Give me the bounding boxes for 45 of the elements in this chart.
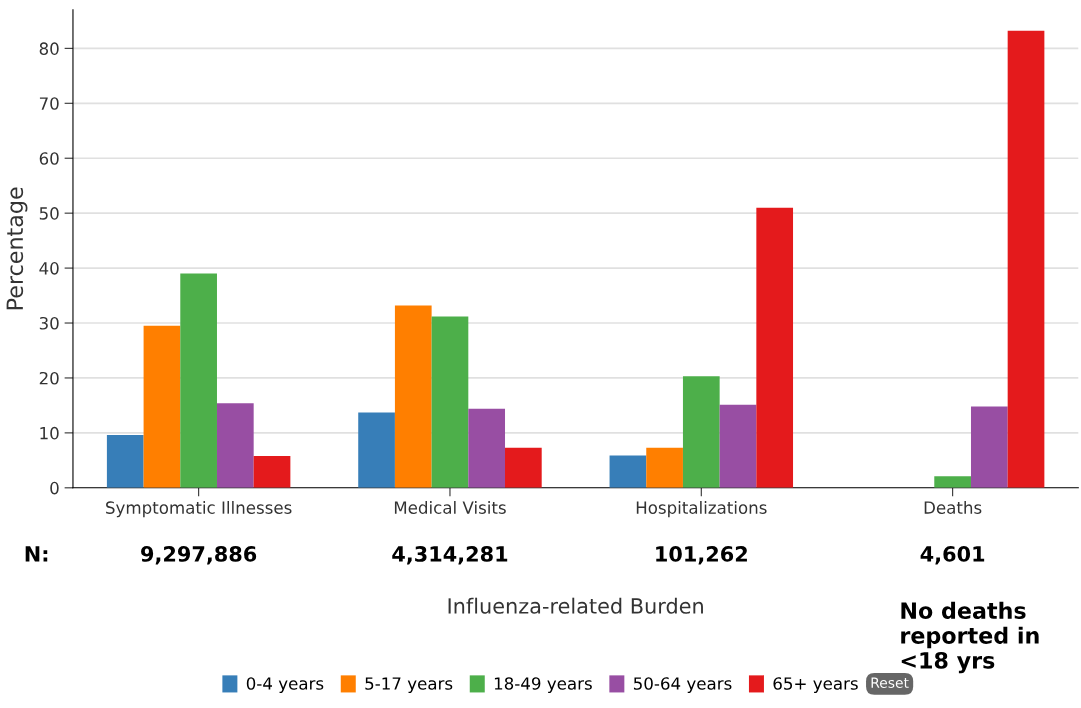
bar (180, 273, 217, 488)
text: 4,314,281 (392, 546, 508, 565)
y-tick-label: 50 (39, 207, 59, 220)
y-tick-label: 40 (39, 262, 59, 275)
bar (468, 408, 506, 488)
bar (431, 316, 469, 488)
y-tick-label: 30 (39, 316, 59, 330)
y-axis-title: Percentage (6, 187, 28, 310)
legend-label: 50-64 years (633, 677, 732, 693)
y-tick-label: 70 (39, 97, 59, 110)
y-tick-label: 60 (39, 152, 59, 165)
bar (394, 305, 432, 488)
bar (358, 412, 395, 488)
x-tick-label: Deaths (924, 501, 982, 514)
text: No deaths reported in <18 yrs (901, 601, 1039, 674)
legend-label: 65+ years (773, 677, 858, 693)
y-tick-label: 0 (50, 481, 59, 495)
bar (609, 455, 647, 488)
bar (216, 403, 254, 488)
text: N: (25, 546, 48, 562)
text: 9,297,886 (141, 546, 257, 565)
bar (934, 476, 971, 488)
bar (505, 447, 542, 488)
bar (253, 455, 291, 488)
x-tick-label: Hospitalizations (636, 501, 767, 518)
bar (719, 404, 757, 488)
text: Reset (871, 677, 909, 688)
x-tick-label: Symptomatic Illnesses (106, 501, 292, 518)
y-tick-label: 10 (40, 426, 59, 440)
bar (106, 435, 144, 488)
y-tick-label: 20 (39, 371, 59, 385)
bar (756, 207, 794, 488)
text: 4,601 (920, 546, 985, 565)
y-tick-label: 80 (39, 42, 59, 55)
bar (143, 325, 181, 488)
bar (682, 376, 720, 488)
legend-label: 5-17 years (365, 677, 453, 693)
bar (970, 406, 1008, 488)
x-tick-label: Medical Visits (394, 501, 506, 514)
x-axis-title: Influenza-related Burden (448, 597, 703, 614)
text: 101,262 (656, 546, 747, 565)
legend-label: 0-4 years (246, 677, 324, 693)
bar (1007, 30, 1045, 488)
legend-label: 18-49 years (494, 677, 592, 693)
bar (646, 447, 683, 488)
